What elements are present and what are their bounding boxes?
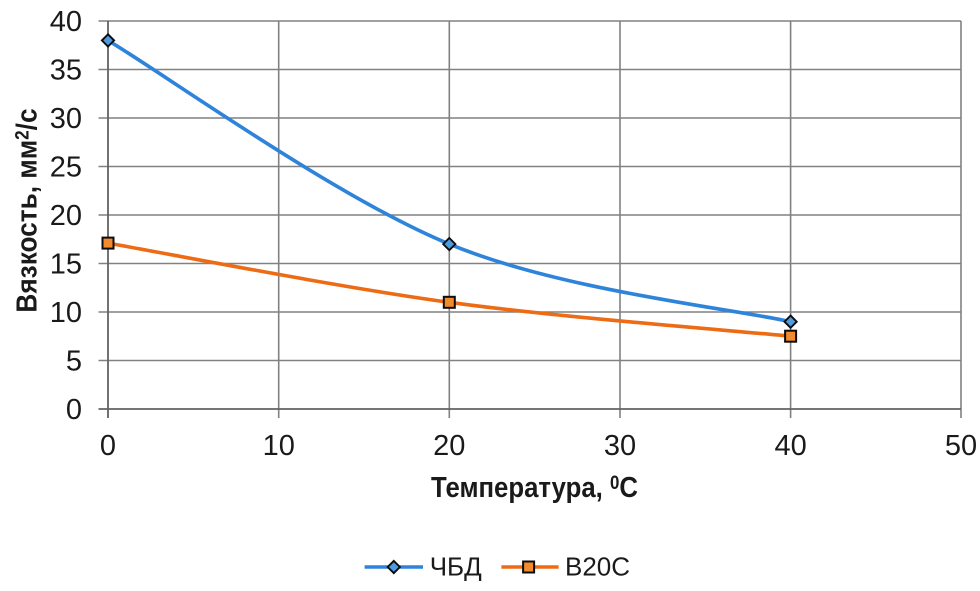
svg-text:20: 20 [433, 430, 465, 462]
svg-text:30: 30 [50, 103, 82, 135]
svg-text:10: 10 [50, 297, 82, 329]
svg-text:Вязкость, мм2/с: Вязкость, мм2/с [10, 108, 43, 312]
svg-text:50: 50 [945, 430, 977, 462]
svg-text:5: 5 [66, 346, 82, 378]
svg-text:20: 20 [50, 200, 82, 232]
svg-text:Температура, 0C: Температура, 0C [431, 471, 638, 504]
svg-text:В20С: В20С [565, 552, 630, 582]
svg-text:0: 0 [66, 394, 82, 426]
svg-text:0: 0 [100, 430, 116, 462]
svg-text:40: 40 [50, 6, 82, 38]
svg-text:25: 25 [50, 152, 82, 184]
svg-text:30: 30 [604, 430, 636, 462]
svg-text:15: 15 [50, 249, 82, 281]
svg-text:35: 35 [50, 55, 82, 87]
svg-text:10: 10 [263, 430, 295, 462]
svg-text:40: 40 [774, 430, 806, 462]
svg-text:ЧБД: ЧБД [430, 552, 482, 582]
